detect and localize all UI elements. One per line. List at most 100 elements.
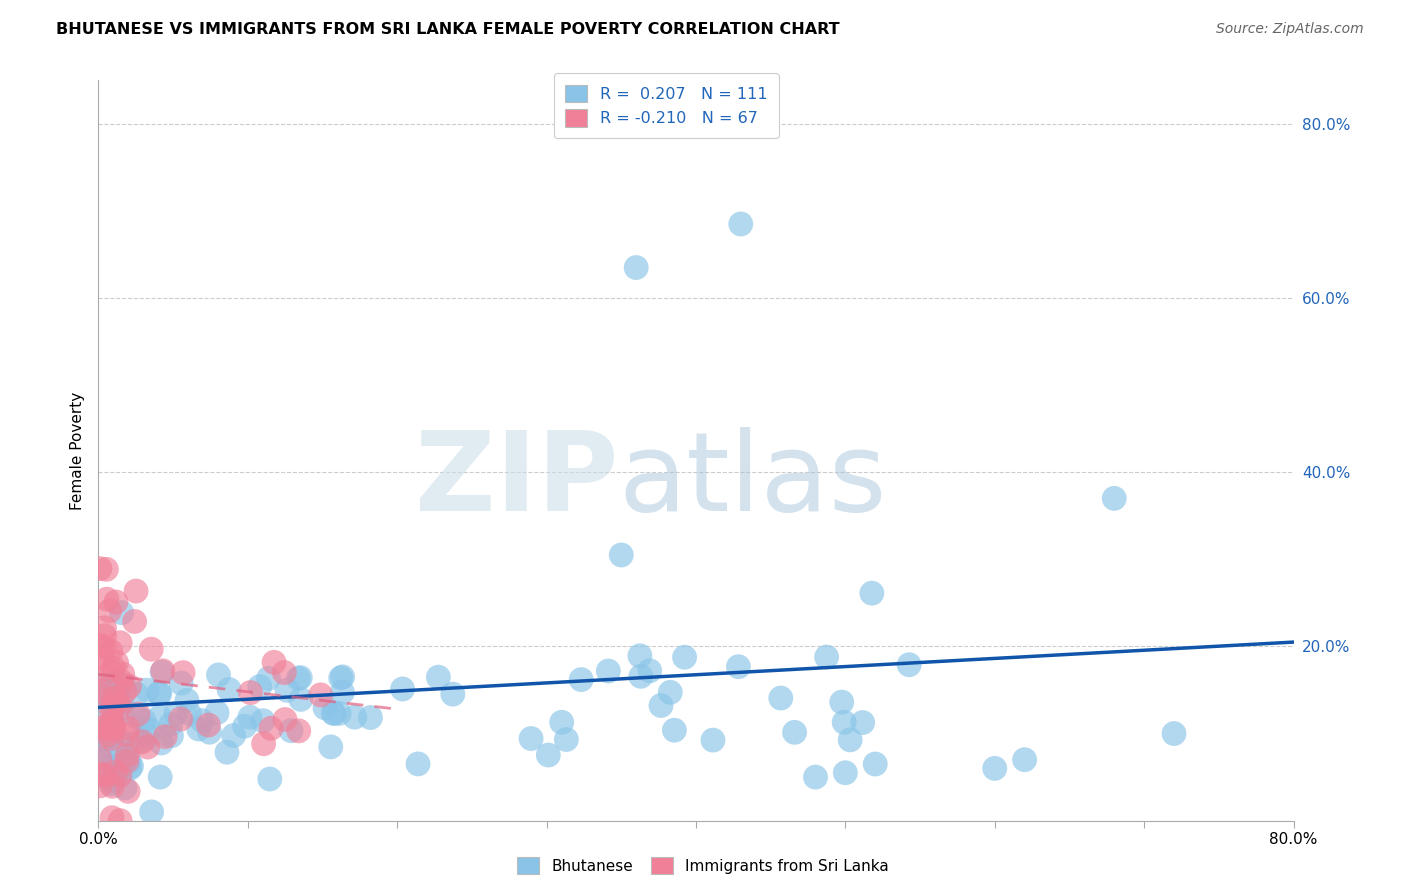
Point xyxy=(149,770,172,784)
Point xyxy=(332,685,354,699)
Point xyxy=(148,686,170,700)
Point xyxy=(91,732,114,747)
Point xyxy=(89,751,111,765)
Point xyxy=(314,701,336,715)
Point xyxy=(664,723,686,738)
Point xyxy=(610,548,633,562)
Point xyxy=(865,757,887,772)
Point xyxy=(831,695,853,709)
Point xyxy=(118,761,141,775)
Point xyxy=(598,664,620,678)
Point xyxy=(103,661,125,675)
Point xyxy=(104,764,127,779)
Point xyxy=(141,805,163,819)
Point xyxy=(287,672,309,686)
Point xyxy=(179,706,201,721)
Point xyxy=(441,687,464,701)
Point xyxy=(91,753,114,767)
Point xyxy=(551,715,574,730)
Text: atlas: atlas xyxy=(619,426,887,533)
Point xyxy=(702,733,724,747)
Point xyxy=(101,675,124,690)
Point xyxy=(104,595,127,609)
Point xyxy=(97,713,120,727)
Point xyxy=(94,768,117,782)
Point xyxy=(118,754,141,768)
Point xyxy=(134,714,156,728)
Point xyxy=(101,713,124,727)
Point xyxy=(89,639,111,653)
Point xyxy=(108,698,131,713)
Point xyxy=(555,732,578,747)
Point xyxy=(94,722,117,736)
Point xyxy=(1014,753,1036,767)
Point xyxy=(259,772,281,786)
Point xyxy=(187,722,209,736)
Point xyxy=(93,758,115,772)
Point xyxy=(638,664,661,678)
Point xyxy=(111,667,134,681)
Point xyxy=(520,731,543,746)
Point xyxy=(100,731,122,746)
Point xyxy=(89,767,111,781)
Point xyxy=(153,730,176,744)
Point xyxy=(319,739,342,754)
Point xyxy=(101,723,124,737)
Point xyxy=(804,770,827,784)
Point xyxy=(630,669,652,683)
Point xyxy=(91,651,114,665)
Point xyxy=(626,260,648,275)
Point xyxy=(108,768,131,782)
Point xyxy=(107,732,129,747)
Point xyxy=(100,665,122,679)
Point xyxy=(93,640,115,654)
Point xyxy=(108,758,131,772)
Point xyxy=(260,721,283,735)
Point xyxy=(124,615,146,629)
Point xyxy=(103,773,125,788)
Point xyxy=(898,657,921,672)
Point xyxy=(149,687,172,701)
Point xyxy=(114,780,136,795)
Point xyxy=(273,665,295,680)
Point xyxy=(101,779,124,793)
Legend: Bhutanese, Immigrants from Sri Lanka: Bhutanese, Immigrants from Sri Lanka xyxy=(512,851,894,880)
Point xyxy=(141,642,163,657)
Point xyxy=(110,746,132,760)
Point xyxy=(108,814,131,828)
Point xyxy=(160,729,183,743)
Point xyxy=(115,728,138,742)
Point xyxy=(332,670,354,684)
Point xyxy=(91,726,114,740)
Point xyxy=(650,698,672,713)
Point xyxy=(834,765,856,780)
Point xyxy=(131,735,153,749)
Point xyxy=(280,723,302,738)
Point xyxy=(98,694,121,708)
Point xyxy=(198,725,221,739)
Point xyxy=(98,604,121,618)
Point xyxy=(100,644,122,658)
Point xyxy=(276,683,298,698)
Point xyxy=(93,629,115,643)
Point xyxy=(89,561,111,575)
Point xyxy=(91,733,114,747)
Point xyxy=(207,668,229,682)
Point xyxy=(150,665,173,680)
Point xyxy=(252,714,274,728)
Point xyxy=(191,714,214,728)
Point xyxy=(252,737,274,751)
Point xyxy=(628,648,651,663)
Point xyxy=(343,710,366,724)
Point xyxy=(125,584,148,599)
Point xyxy=(839,732,862,747)
Point xyxy=(115,748,138,763)
Point xyxy=(101,701,124,715)
Point xyxy=(125,687,148,701)
Point xyxy=(117,784,139,798)
Point xyxy=(263,656,285,670)
Point xyxy=(127,710,149,724)
Point xyxy=(103,691,125,706)
Point xyxy=(136,739,159,754)
Point xyxy=(172,665,194,680)
